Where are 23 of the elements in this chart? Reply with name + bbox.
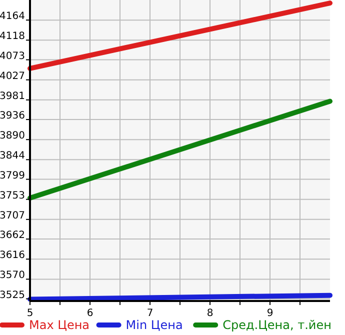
y-tick-label: 3799 — [0, 170, 25, 182]
y-tick-label: 3662 — [0, 230, 25, 242]
legend-label: Max Цена — [29, 318, 90, 332]
y-tick-label: 4027 — [0, 70, 25, 82]
x-tick-label: 6 — [86, 308, 94, 319]
y-tick-label: 3890 — [0, 130, 25, 142]
x-tick-label: 8 — [206, 308, 214, 319]
y-tick-label: 3570 — [0, 270, 25, 282]
y-tick-label: 4073 — [0, 50, 25, 62]
x-tick-label: 5 — [26, 308, 34, 319]
y-tick-label: 3936 — [0, 110, 25, 122]
legend-label: Сред.Цена, т.йен — [222, 318, 332, 332]
y-tick-label: 3981 — [0, 90, 25, 102]
y-tick-label: 3616 — [0, 250, 25, 262]
legend-label: Min Цена — [126, 318, 183, 332]
x-tick-label: 7 — [146, 308, 154, 319]
x-tick-label: 9 — [266, 308, 274, 319]
y-tick-label: 3525 — [0, 290, 25, 301]
y-tick-label: 3707 — [0, 210, 25, 222]
y-tick-label: 3844 — [0, 150, 25, 162]
y-tick-label: 4164 — [0, 11, 25, 22]
y-tick-label: 3753 — [0, 190, 25, 202]
y-tick-label: 4118 — [0, 31, 25, 42]
